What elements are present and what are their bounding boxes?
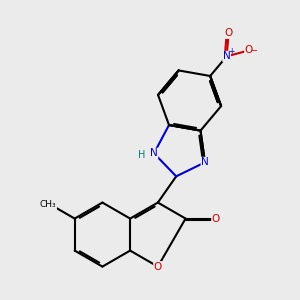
Text: O: O bbox=[212, 214, 220, 224]
Text: −: − bbox=[250, 46, 257, 55]
Text: O: O bbox=[154, 262, 162, 272]
Text: N: N bbox=[201, 157, 209, 167]
Text: N: N bbox=[150, 148, 158, 158]
Text: +: + bbox=[228, 47, 235, 56]
Text: N: N bbox=[223, 51, 230, 62]
Text: O: O bbox=[224, 28, 233, 38]
Text: H: H bbox=[138, 150, 145, 160]
Text: CH₃: CH₃ bbox=[40, 200, 56, 209]
Text: O: O bbox=[245, 45, 253, 56]
